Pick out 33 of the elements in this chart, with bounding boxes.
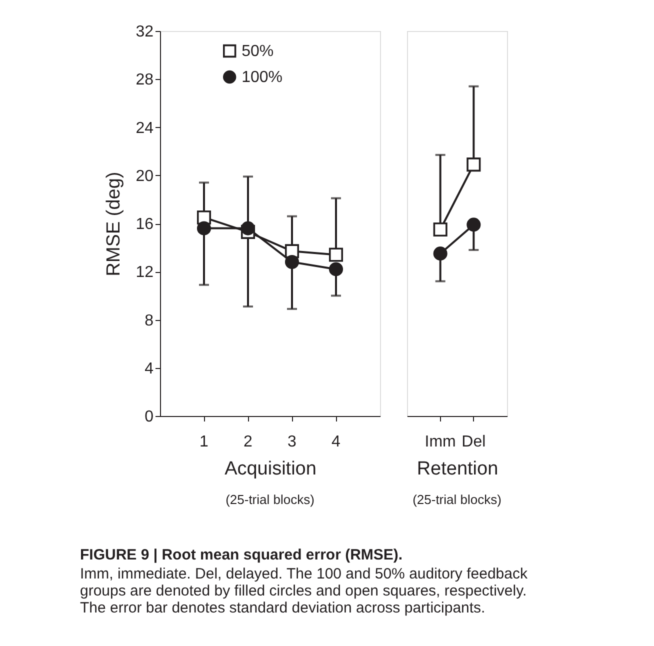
- text: (25-trial blocks): [412, 492, 502, 507]
- x-tick-label: Imm: [424, 434, 456, 450]
- point: [466, 218, 481, 232]
- y-tick-label: 12: [136, 264, 154, 282]
- point: [433, 246, 448, 261]
- point: [328, 248, 344, 262]
- point: [240, 221, 256, 236]
- y-tick-label: 24: [136, 120, 154, 137]
- legend-label: 100%: [242, 69, 283, 86]
- x-tick-label: 4: [332, 434, 341, 450]
- y-tick-label: 28: [136, 72, 154, 89]
- point: [433, 222, 448, 237]
- y-tick-label: 0: [144, 408, 154, 426]
- x-axis-title: Retention: [416, 458, 498, 480]
- text: (25-trial blocks): [226, 492, 314, 507]
- x-tick-label: 3: [288, 434, 297, 450]
- point: [328, 262, 344, 276]
- point: [284, 254, 300, 270]
- legend-label: 50%: [242, 43, 274, 60]
- text: Imm, immediate. Del, delayed. The 100 and 50% auditory feedback groups are denoted by filled circles and open squares, respectively. The error bar denotes standard deviation across participants.: [80, 566, 528, 616]
- point: [466, 158, 481, 172]
- y-tick-label: 8: [144, 312, 154, 330]
- x-tick-label: Del: [462, 434, 486, 450]
- y-axis-title: RMSE (deg): [104, 172, 125, 276]
- y-tick-label: 4: [144, 360, 154, 378]
- text: FIGURE 9 | Root mean squared error (RMSE).: [80, 546, 403, 564]
- point: [196, 221, 212, 236]
- y-tick-label: 20: [136, 168, 154, 185]
- x-axis-title: Acquisition: [224, 458, 316, 480]
- y-tick-label: 32: [136, 24, 154, 40]
- x-tick-label: 2: [244, 434, 253, 450]
- x-tick-label: 1: [200, 434, 209, 450]
- y-tick-label: 16: [136, 216, 154, 233]
